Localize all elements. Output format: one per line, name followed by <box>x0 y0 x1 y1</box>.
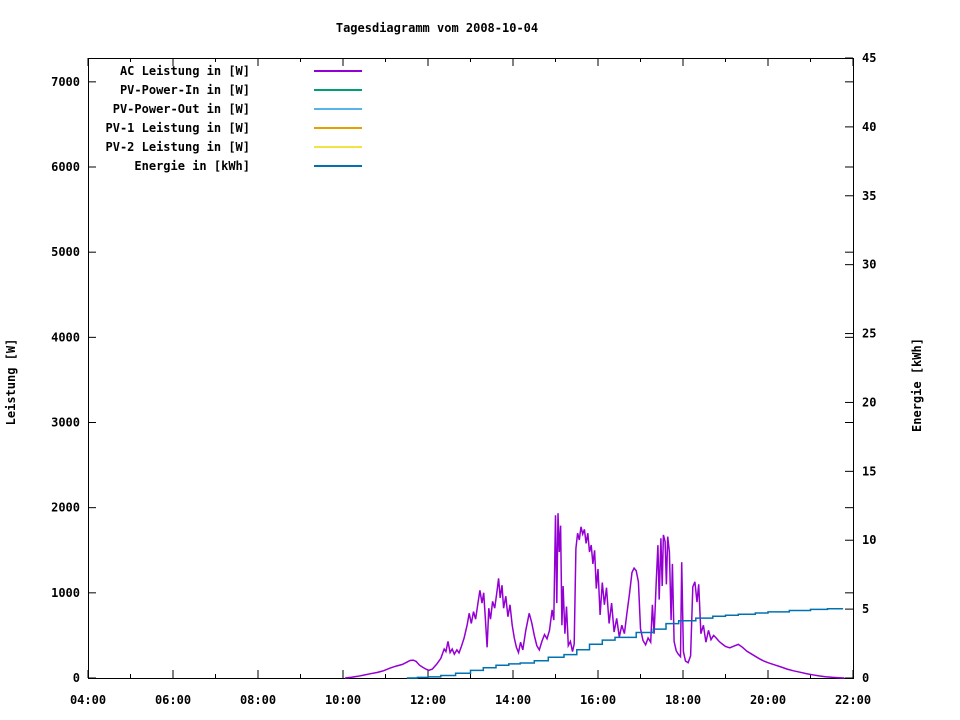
y2-tick-label: 0 <box>862 671 869 685</box>
y2-tick-label: 25 <box>862 327 876 341</box>
series-energy <box>406 607 844 679</box>
legend-label: PV-Power-Out in [W] <box>113 102 250 116</box>
y-tick-label: 2000 <box>51 501 80 515</box>
y2-tick-label: 5 <box>862 602 869 616</box>
x-tick-label: 14:00 <box>495 693 531 707</box>
x-tick-label: 18:00 <box>665 693 701 707</box>
x-tick-label: 08:00 <box>240 693 276 707</box>
y2-axis-label: Energie [kWh] <box>910 338 924 432</box>
y-tick-label: 4000 <box>51 330 80 344</box>
x-tick-label: 20:00 <box>750 693 786 707</box>
y2-tick-label: 45 <box>862 51 876 65</box>
legend-label: PV-Power-In in [W] <box>120 83 250 97</box>
x-tick-label: 04:00 <box>70 693 106 707</box>
x-tick-label: 16:00 <box>580 693 616 707</box>
legend-label: Energie in [kWh] <box>134 159 250 173</box>
y-tick-label: 6000 <box>51 160 80 174</box>
legend-label: PV-1 Leistung in [W] <box>106 121 251 135</box>
y-tick-label: 1000 <box>51 586 80 600</box>
legend-label: PV-2 Leistung in [W] <box>106 140 251 154</box>
y2-tick-label: 30 <box>862 258 876 272</box>
y-tick-label: 7000 <box>51 75 80 89</box>
y2-tick-label: 35 <box>862 189 876 203</box>
x-tick-label: 12:00 <box>410 693 446 707</box>
plot-generated-content: 04:00 06:00 08:00 10:00 12:00 14:00 16:00 18:00… <box>51 51 876 707</box>
series-power <box>345 513 845 679</box>
y2-tick-label: 20 <box>862 395 876 409</box>
y-tick-label: 0 <box>73 671 80 685</box>
y-axis-label: Leistung [W] <box>4 339 18 426</box>
y-tick-label: 5000 <box>51 245 80 259</box>
x-tick-label: 22:00 <box>835 693 871 707</box>
legend-label: AC Leistung in [W] <box>120 64 250 78</box>
y2-tick-label: 10 <box>862 533 876 547</box>
x-tick-label: 10:00 <box>325 693 361 707</box>
y2-tick-label: 40 <box>862 120 876 134</box>
y2-tick-label: 15 <box>862 464 876 478</box>
x-tick-label: 06:00 <box>155 693 191 707</box>
y-tick-label: 3000 <box>51 416 80 430</box>
chart-title: Tagesdiagramm vom 2008-10-04 <box>336 21 538 35</box>
